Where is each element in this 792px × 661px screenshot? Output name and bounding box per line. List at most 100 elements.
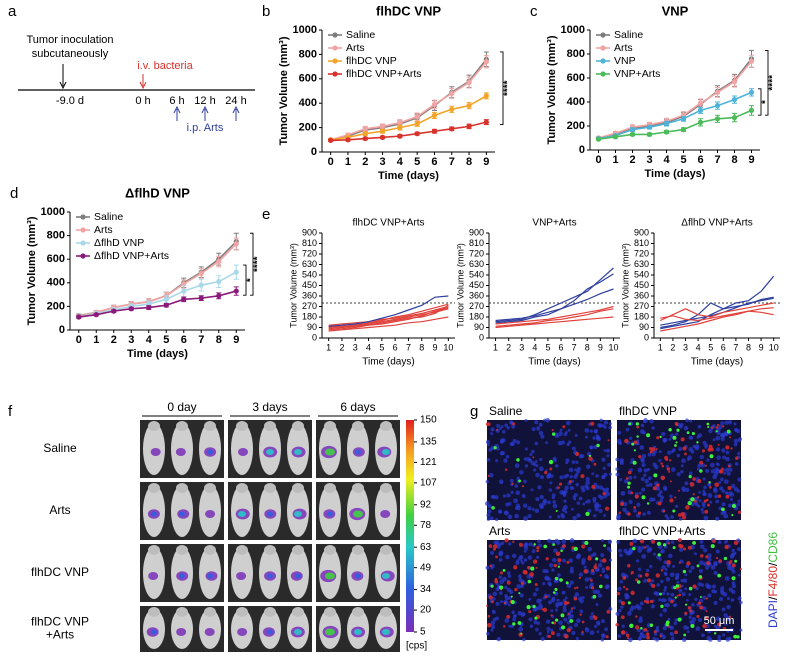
nucleus: [512, 614, 517, 619]
signal: [294, 629, 302, 635]
nucleus: [597, 563, 603, 568]
f480-cell: [686, 561, 691, 566]
nucleus: [577, 596, 583, 601]
nucleus: [562, 608, 567, 613]
nucleus: [563, 499, 567, 503]
nucleus: [516, 559, 520, 563]
cd86-cell: [603, 544, 606, 547]
nucleus: [486, 513, 491, 518]
nucleus: [583, 565, 587, 569]
f480-cell: [503, 625, 506, 628]
nucleus: [589, 429, 593, 433]
nucleus: [698, 499, 702, 503]
column-header: 3 days: [252, 400, 287, 414]
colorbar-label: 135: [420, 437, 437, 448]
nucleus: [717, 634, 721, 639]
nucleus: [547, 500, 551, 505]
nucleus: [615, 472, 620, 477]
cd86-cell: [646, 433, 651, 438]
nucleus: [568, 467, 574, 473]
nucleus: [524, 464, 529, 468]
cd86-cell: [733, 634, 738, 639]
marker: [345, 137, 351, 143]
nucleus: [559, 475, 564, 480]
nucleus: [592, 589, 597, 594]
marker: [680, 116, 687, 122]
cd86-cell: [534, 616, 538, 620]
nucleus: [598, 485, 603, 490]
nucleus: [700, 544, 705, 550]
colorbar-label: 78: [420, 520, 432, 531]
nucleus: [594, 624, 598, 628]
f480-cell: [702, 623, 707, 629]
nucleus: [726, 596, 731, 601]
cd86-cell: [520, 632, 523, 635]
nucleus: [499, 479, 504, 484]
f480-cell: [545, 557, 549, 561]
series-line: [495, 316, 614, 329]
f480-cell: [567, 613, 570, 616]
nucleus: [505, 454, 510, 459]
nucleus: [509, 442, 514, 447]
series-line: [598, 60, 753, 139]
mouse-head: [204, 545, 216, 555]
nucleus: [537, 539, 541, 544]
f480-cell: [602, 491, 606, 496]
f480-cell: [551, 429, 554, 432]
marker: [216, 279, 222, 285]
f480-cell: [635, 615, 638, 618]
cd86-cell: [709, 454, 714, 459]
y-axis-label: Tumor Volume (mm³): [26, 216, 38, 325]
nucleus: [617, 430, 622, 435]
nucleus: [616, 540, 621, 544]
nucleus: [591, 472, 595, 476]
mouse-head: [148, 421, 160, 431]
bacteria-label: i.v. bacteria: [137, 60, 193, 72]
cd86-cell: [595, 557, 599, 561]
f480-cell: [622, 576, 627, 580]
nucleus: [540, 636, 545, 642]
nucleus: [535, 472, 540, 478]
nucleus: [673, 621, 678, 626]
legend-label: VNP: [614, 55, 636, 67]
f480-cell: [699, 460, 704, 465]
inoculation-label: subcutaneously: [32, 48, 109, 60]
signal: [382, 449, 390, 455]
nucleus: [683, 425, 689, 431]
marker: [414, 131, 420, 137]
f480-cell: [513, 565, 518, 570]
nucleus: [584, 577, 589, 582]
nucleus: [580, 454, 585, 459]
nucleus: [689, 620, 693, 624]
nucleus: [486, 517, 491, 521]
series-line: [328, 304, 449, 331]
nucleus: [574, 622, 579, 627]
cd86-cell: [676, 428, 680, 432]
cd86-cell: [565, 581, 569, 585]
nucleus: [691, 617, 697, 622]
f480-cell: [724, 544, 729, 550]
nucleus: [661, 431, 666, 437]
y-tick-label: 400: [299, 97, 317, 109]
nucleus: [590, 554, 594, 558]
signal: [205, 510, 216, 518]
nucleus: [576, 501, 581, 505]
nucleus: [662, 626, 667, 631]
time-label: 0 h: [135, 95, 150, 107]
f480-cell: [566, 627, 571, 633]
nucleus: [485, 565, 490, 570]
x-tick-label: 4: [366, 342, 371, 352]
nucleus: [706, 635, 712, 641]
nucleus: [722, 633, 726, 637]
f480-cell: [660, 475, 666, 481]
series-line: [598, 109, 752, 140]
nucleus: [519, 470, 524, 475]
nucleus: [568, 558, 573, 563]
f480-cell: [604, 506, 610, 511]
nucleus: [717, 637, 722, 643]
nucleus: [527, 555, 533, 560]
f480-cell: [737, 510, 742, 514]
y-axis-label: Tumor Volume (mm³): [278, 36, 290, 145]
nucleus: [495, 601, 500, 606]
